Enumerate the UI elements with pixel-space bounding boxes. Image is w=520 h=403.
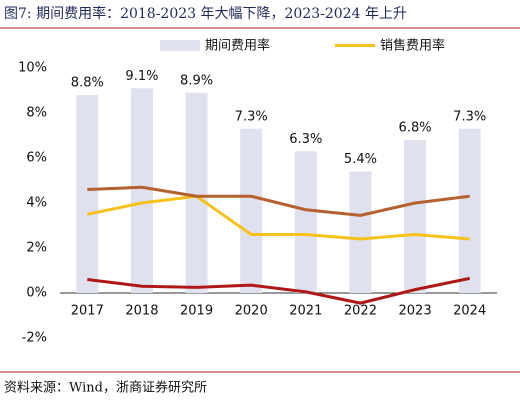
bar (458, 128, 481, 293)
y-tick-label: -2% (22, 331, 47, 346)
x-tick-label: 2017 (71, 304, 104, 319)
bar (76, 95, 99, 293)
x-tick-label: 2023 (399, 304, 432, 319)
chart-title: 图7: 期间费用率：2018-2023 年大幅下降，2023-2024 年上升 (4, 5, 407, 22)
data-label: 7.3% (453, 109, 486, 124)
line (87, 185, 470, 217)
data-label: 7.3% (235, 109, 268, 124)
data-label: 9.1% (125, 69, 158, 84)
bar (349, 171, 372, 293)
x-tick-label: 2019 (180, 304, 213, 319)
data-label: 6.3% (289, 132, 322, 147)
bar (130, 88, 153, 293)
legend-label: 销售费用率 (380, 38, 445, 54)
bar (294, 151, 317, 293)
bar (240, 128, 263, 293)
y-tick-label: 10% (18, 61, 47, 76)
x-tick-label: 2021 (289, 304, 322, 319)
bar (185, 92, 208, 293)
y-tick-label: 0% (26, 286, 47, 301)
y-tick-label: 4% (26, 196, 47, 211)
data-label: 8.9% (180, 73, 213, 88)
source: 资料来源：Wind，浙商证券研究所 (4, 380, 207, 396)
legend-label: 期间费用率 (205, 38, 270, 54)
line (87, 276, 470, 305)
data-label: 8.8% (71, 76, 104, 91)
data-label: 5.4% (344, 152, 377, 167)
x-tick-label: 2018 (125, 304, 158, 319)
x-tick-label: 2024 (453, 304, 486, 319)
y-tick-label: 8% (26, 106, 47, 121)
y-tick-label: 2% (26, 241, 47, 256)
legend-swatch (160, 40, 200, 51)
y-tick-label: 6% (26, 151, 47, 166)
line (87, 194, 470, 241)
x-tick-label: 2022 (344, 304, 377, 319)
data-label: 6.8% (399, 121, 432, 136)
bar (404, 140, 427, 293)
x-tick-label: 2020 (235, 304, 268, 319)
